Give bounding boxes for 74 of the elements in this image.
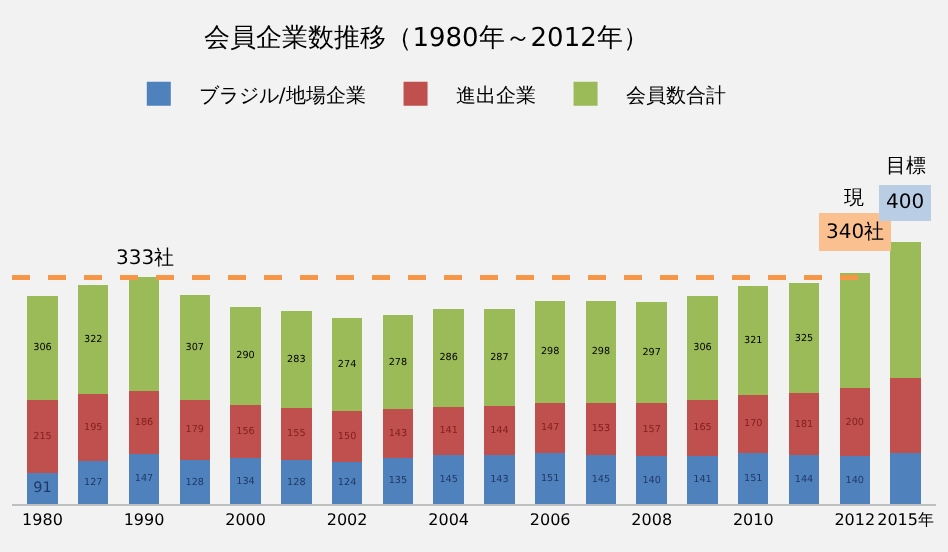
text: 目標 — [886, 154, 926, 178]
x-tick-label: 2004 — [428, 511, 469, 530]
bar — [230, 405, 261, 459]
bar — [687, 399, 718, 457]
legend-label: ブラジル/地場企業 — [198, 83, 366, 108]
text: 現 — [844, 188, 864, 210]
bar — [738, 285, 769, 395]
bar — [484, 308, 515, 407]
legend-label: 進出企業 — [455, 83, 536, 108]
x-tick-label: 2002 — [326, 511, 368, 530]
bar — [484, 455, 515, 504]
bar — [331, 461, 363, 504]
bar — [738, 394, 769, 453]
x-tick-label: 2015年 — [877, 511, 934, 530]
bar — [788, 282, 820, 394]
bar — [534, 301, 566, 403]
bar — [433, 454, 464, 504]
bar — [179, 399, 210, 461]
bar — [687, 295, 718, 400]
bar — [281, 460, 312, 504]
bar — [687, 456, 718, 504]
bar — [281, 311, 312, 408]
bar — [230, 306, 261, 406]
bar — [382, 409, 414, 459]
bar — [78, 394, 109, 461]
bar — [788, 393, 820, 455]
bar — [636, 456, 667, 504]
bar — [636, 301, 667, 403]
bar — [179, 460, 210, 504]
bar — [27, 473, 58, 504]
bar — [839, 456, 870, 504]
data-label: 91 — [33, 478, 52, 497]
bar — [585, 301, 617, 403]
ref-line-label: 333社 — [116, 246, 175, 270]
bar — [890, 452, 921, 504]
bar — [585, 454, 617, 504]
bar — [128, 277, 160, 391]
bar — [534, 452, 566, 504]
bar — [484, 406, 515, 456]
bar — [433, 309, 464, 407]
bar — [585, 402, 617, 455]
bar — [128, 390, 160, 454]
x-tick-label: 2008 — [631, 511, 673, 530]
bar — [78, 460, 109, 504]
bar — [636, 402, 667, 457]
bar — [331, 317, 363, 411]
x-tick-label: 1990 — [123, 511, 165, 530]
legend-label: 会員数合計 — [625, 83, 726, 108]
bar — [331, 410, 363, 462]
bar — [78, 284, 109, 395]
bar — [382, 458, 414, 504]
bar — [179, 295, 210, 400]
x-tick-label: 2006 — [529, 511, 571, 530]
bar — [839, 388, 870, 457]
bar — [128, 453, 160, 504]
bar — [839, 272, 870, 389]
bar — [281, 407, 312, 461]
bar — [738, 452, 769, 504]
annotation: 340社 — [826, 220, 885, 244]
annotation: 400 — [886, 192, 925, 214]
bar — [382, 314, 414, 410]
bar — [788, 455, 820, 504]
bar — [230, 458, 261, 504]
x-tick-label: 2012 — [834, 511, 876, 530]
x-tick-label: 2010 — [732, 511, 774, 530]
bar — [890, 378, 921, 453]
bar — [433, 406, 464, 455]
bar — [890, 242, 921, 379]
bar — [27, 399, 58, 474]
chart-title: 会員企業数推移（1980年～2012年） — [204, 23, 649, 54]
x-tick-label: 1980 — [22, 511, 63, 530]
bar — [27, 295, 58, 400]
bar — [534, 402, 566, 453]
x-tick-label: 2000 — [225, 511, 266, 530]
